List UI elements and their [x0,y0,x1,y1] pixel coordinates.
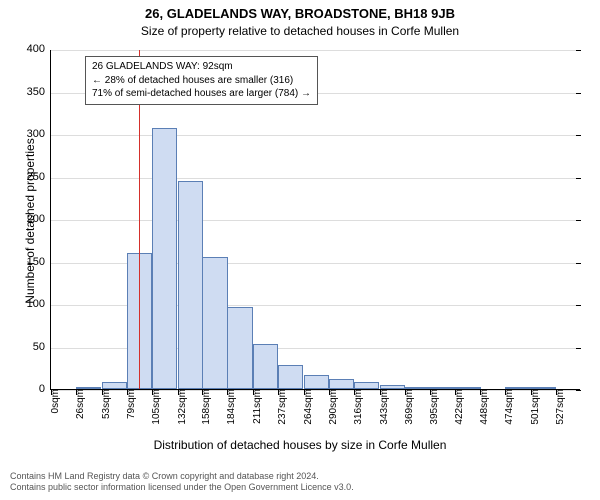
histogram-bar [202,257,227,389]
y-tick-mark [576,305,581,306]
histogram-bar [278,365,303,389]
gridline [51,178,580,179]
x-tick-label: 474sqm [504,389,515,425]
x-tick-label: 527sqm [555,389,566,425]
y-tick-mark [576,50,581,51]
annotation-line: 71% of semi-detached houses are larger (… [92,87,311,101]
histogram-bar [227,307,252,389]
x-tick-label: 237sqm [277,389,288,425]
x-tick-label: 132sqm [177,389,188,425]
gridline [51,135,580,136]
x-tick-label: 184sqm [226,389,237,425]
histogram-bar [253,344,278,389]
x-tick-label: 79sqm [126,389,137,419]
annotation-box: 26 GLADELANDS WAY: 92sqm ← 28% of detach… [85,56,318,105]
x-axis-label: Distribution of detached houses by size … [0,438,600,452]
x-tick-label: 448sqm [479,389,490,425]
histogram-bar [152,128,177,389]
y-tick-mark [576,135,581,136]
x-tick-label: 501sqm [530,389,541,425]
y-tick-label: 50 [33,341,51,353]
gridline [51,220,580,221]
annotation-line: 26 GLADELANDS WAY: 92sqm [92,60,311,74]
x-tick-label: 0sqm [50,389,61,413]
x-tick-label: 290sqm [328,389,339,425]
histogram-bar [354,382,379,389]
y-tick-mark [576,220,581,221]
histogram-bar [102,382,127,389]
chart-subtitle: Size of property relative to detached ho… [0,24,600,38]
histogram-bar [304,375,329,389]
histogram-bar [329,379,354,389]
x-tick-label: 53sqm [101,389,112,419]
x-tick-label: 26sqm [75,389,86,419]
y-tick-mark [576,93,581,94]
x-tick-label: 369sqm [404,389,415,425]
x-tick-label: 422sqm [454,389,465,425]
y-tick-mark [576,348,581,349]
footer-attribution: Contains HM Land Registry data © Crown c… [10,471,354,494]
y-tick-mark [576,178,581,179]
footer-line: Contains HM Land Registry data © Crown c… [10,471,354,483]
y-axis-label: Number of detached properties [23,121,37,321]
annotation-line: ← 28% of detached houses are smaller (31… [92,74,311,88]
y-tick-mark [576,263,581,264]
x-tick-label: 105sqm [151,389,162,425]
y-tick-label: 400 [27,43,51,55]
x-tick-label: 158sqm [201,389,212,425]
histogram-chart: 26, GLADELANDS WAY, BROADSTONE, BH18 9JB… [0,0,600,500]
footer-line: Contains public sector information licen… [10,482,354,494]
x-tick-label: 395sqm [429,389,440,425]
x-tick-label: 264sqm [303,389,314,425]
histogram-bar [178,181,203,389]
x-tick-label: 211sqm [252,389,263,424]
y-tick-mark [576,390,581,391]
x-tick-label: 343sqm [379,389,390,425]
x-tick-label: 316sqm [353,389,364,425]
chart-title: 26, GLADELANDS WAY, BROADSTONE, BH18 9JB [0,6,600,21]
gridline [51,50,580,51]
y-tick-label: 350 [27,86,51,98]
